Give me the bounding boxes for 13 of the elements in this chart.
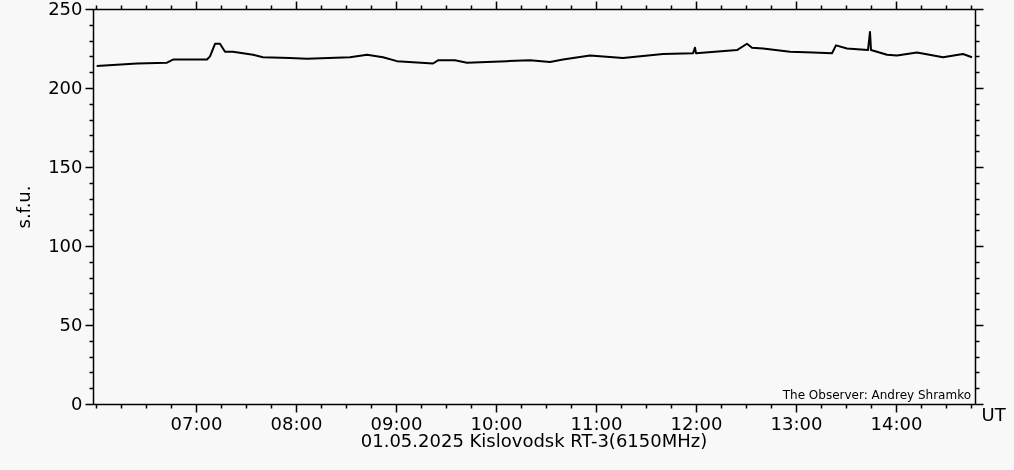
x-tick-label: 14:00 (870, 412, 923, 434)
x-tick-label: 08:00 (270, 412, 323, 434)
x-tick-label: 07:00 (170, 412, 223, 434)
y-tick-label: 150 (48, 155, 83, 177)
y-tick-label: 200 (48, 76, 83, 98)
x-axis-title: UT (981, 403, 1007, 425)
y-axis-title: s.f.u. (13, 185, 35, 229)
annotation: The Observer: Andrey Shramko (781, 388, 971, 402)
y-tick-label: 0 (71, 392, 83, 414)
x-tick-label: 13:00 (770, 412, 823, 434)
y-tick-label: 50 (59, 313, 83, 335)
y-tick-label: 100 (48, 234, 83, 256)
y-tick-label: 250 (48, 0, 83, 19)
